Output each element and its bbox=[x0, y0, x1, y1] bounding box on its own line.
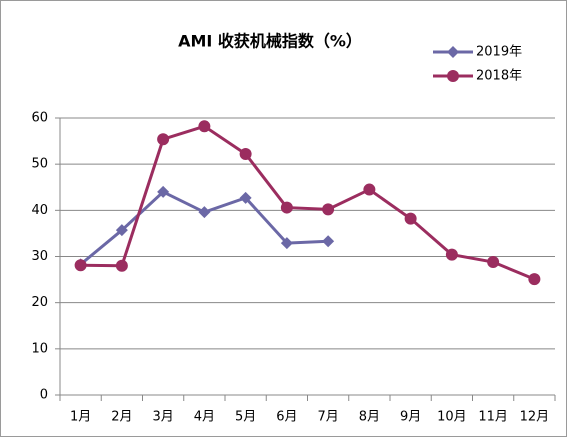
x-tick-label: 12月 bbox=[520, 410, 550, 425]
x-tick-label: 2月 bbox=[111, 410, 132, 425]
y-tick-label: 40 bbox=[31, 203, 48, 218]
legend-label: 2019年 bbox=[476, 45, 522, 60]
marker bbox=[239, 148, 252, 161]
x-tick-label: 10月 bbox=[437, 410, 467, 425]
y-tick-label: 0 bbox=[40, 388, 48, 403]
marker bbox=[322, 203, 335, 216]
chart-title: AMI 收获机械指数（%） bbox=[178, 32, 362, 51]
marker bbox=[157, 133, 170, 146]
marker bbox=[404, 212, 417, 225]
y-tick-label: 30 bbox=[31, 249, 48, 264]
marker bbox=[280, 237, 293, 250]
x-tick-label: 7月 bbox=[317, 410, 338, 425]
x-tick-label: 8月 bbox=[359, 410, 380, 425]
marker bbox=[363, 183, 376, 196]
marker bbox=[445, 248, 458, 261]
legend-label: 2018年 bbox=[476, 69, 522, 84]
y-tick-label: 20 bbox=[31, 295, 48, 310]
x-tick-label: 1月 bbox=[70, 410, 91, 425]
x-tick-label: 3月 bbox=[152, 410, 173, 425]
marker bbox=[239, 191, 252, 204]
y-tick-label: 60 bbox=[31, 111, 48, 126]
marker bbox=[280, 201, 293, 214]
x-tick-label: 9月 bbox=[400, 410, 421, 425]
y-tick-label: 50 bbox=[31, 157, 48, 172]
marker bbox=[447, 46, 459, 58]
x-tick-label: 5月 bbox=[235, 410, 256, 425]
marker bbox=[322, 235, 335, 248]
x-tick-label: 4月 bbox=[194, 410, 215, 425]
x-tick-label: 11月 bbox=[478, 410, 508, 425]
marker bbox=[528, 273, 541, 286]
y-tick-label: 10 bbox=[31, 341, 48, 356]
marker bbox=[74, 259, 87, 272]
marker bbox=[157, 185, 170, 198]
marker bbox=[198, 206, 211, 219]
series-line bbox=[80, 124, 535, 281]
marker bbox=[115, 224, 128, 237]
marker bbox=[487, 256, 500, 269]
x-tick-label: 6月 bbox=[276, 410, 297, 425]
marker bbox=[115, 259, 128, 272]
marker bbox=[447, 70, 459, 82]
marker bbox=[198, 120, 211, 133]
